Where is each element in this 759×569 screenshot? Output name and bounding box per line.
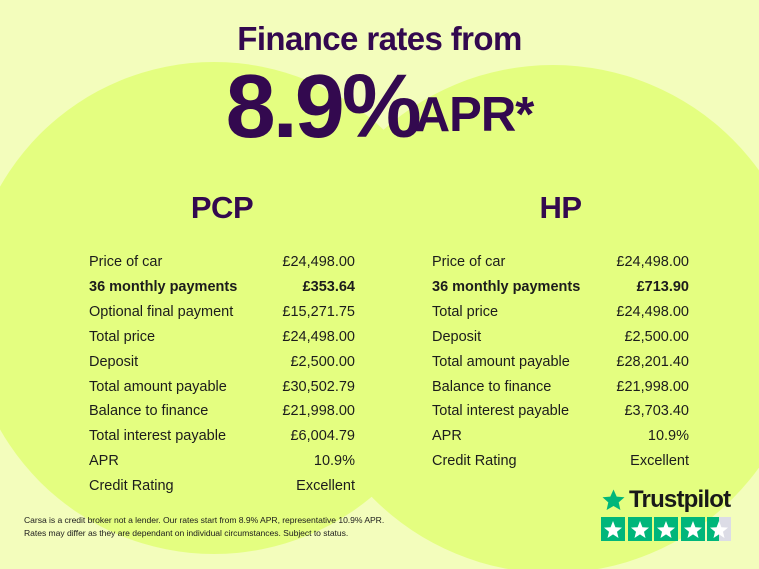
star-icon (683, 521, 702, 538)
row-value: Excellent (630, 453, 689, 470)
table-row: Optional final payment £15,271.75 (89, 300, 355, 325)
plan-card-hp: HP Price of car £24,498.00 36 monthly paym… (432, 192, 689, 474)
row-label: Deposit (432, 328, 482, 345)
row-label: APR (89, 453, 119, 470)
rating-star-half (707, 517, 731, 541)
row-value: £3,703.40 (624, 403, 689, 420)
row-value: £6,004.79 (290, 428, 355, 445)
table-row: 36 monthly payments £353.64 (89, 275, 355, 300)
table-row: Price of car £24,498.00 (432, 250, 689, 275)
table-row: Deposit £2,500.00 (432, 325, 689, 350)
table-row: Total interest payable £6,004.79 (89, 424, 355, 449)
plan-title-hp: HP (539, 190, 582, 225)
trustpilot-rating: Trustpilot (601, 487, 737, 541)
legal-fineprint: Carsa is a credit broker not a lender. O… (24, 514, 444, 541)
row-label: APR (432, 428, 462, 445)
row-label: Credit Rating (432, 453, 517, 470)
table-row: Total amount payable £30,502.79 (89, 374, 355, 399)
plan-card-pcp: PCP Price of car £24,498.00 36 monthly pay… (89, 192, 355, 499)
row-value: £2,500.00 (290, 353, 355, 370)
row-value: £2,500.00 (624, 328, 689, 345)
table-row: Price of car £24,498.00 (89, 250, 355, 275)
table-row: Total price £24,498.00 (89, 325, 355, 350)
table-row: Credit Rating Excellent (432, 449, 689, 474)
row-label: Price of car (89, 254, 163, 271)
table-row: APR 10.9% (89, 449, 355, 474)
row-value: £24,498.00 (282, 254, 355, 271)
row-label: Deposit (89, 353, 139, 370)
rate-unit: APR* (414, 88, 535, 142)
row-value: 10.9% (647, 428, 689, 445)
row-value: £21,998.00 (616, 378, 689, 395)
plan-rows-pcp: Price of car £24,498.00 36 monthly payment… (89, 250, 355, 499)
background-circle-right (299, 65, 759, 569)
rating-star-full (601, 517, 625, 541)
rating-star-full (680, 517, 705, 541)
row-label: 36 monthly payments (89, 279, 238, 296)
table-row: Total amount payable £28,201.40 (432, 350, 689, 375)
star-icon (657, 521, 675, 538)
trustpilot-star-rating (601, 517, 737, 541)
table-row: 36 monthly payments £713.90 (432, 275, 689, 300)
row-label: Balance to finance (89, 403, 209, 420)
row-label: Optional final payment (89, 303, 234, 320)
table-row: Balance to finance £21,998.00 (432, 374, 689, 399)
row-value: £24,498.00 (616, 303, 689, 320)
row-label: Credit Rating (89, 478, 174, 495)
star-icon (604, 521, 622, 538)
row-label: Total interest payable (432, 403, 570, 420)
row-label: Total price (432, 303, 499, 320)
fineprint-line-1: Carsa is a credit broker not a lender. O… (24, 515, 385, 525)
trustpilot-wordmark: Trustpilot (601, 487, 737, 513)
table-row: Deposit £2,500.00 (89, 350, 355, 375)
page-title: Finance rates from (237, 20, 522, 57)
row-value: £21,998.00 (282, 403, 355, 420)
table-row: APR 10.9% (432, 424, 689, 449)
row-value: £24,498.00 (616, 254, 689, 271)
row-value: £30,502.79 (282, 378, 355, 395)
row-value: £15,271.75 (282, 303, 355, 320)
plan-title-pcp: PCP (190, 190, 254, 225)
table-row: Credit Rating Excellent (89, 474, 355, 499)
rating-star-full (654, 517, 678, 541)
trustpilot-star-icon (602, 489, 625, 510)
table-row: Balance to finance £21,998.00 (89, 399, 355, 424)
plan-rows-hp: Price of car £24,498.00 36 monthly payment… (432, 250, 689, 474)
row-value: £28,201.40 (616, 353, 689, 370)
rate-value: 8.9% (225, 57, 422, 157)
row-value: £24,498.00 (282, 328, 355, 345)
star-icon (710, 521, 728, 538)
row-value: £353.64 (302, 279, 355, 296)
rating-star-full (627, 517, 652, 541)
row-label: Total interest payable (89, 428, 227, 445)
row-label: Total price (89, 328, 156, 345)
row-label: Balance to finance (432, 378, 552, 395)
table-row: Total price £24,498.00 (432, 300, 689, 325)
row-label: Price of car (432, 254, 506, 271)
star-icon (630, 521, 649, 538)
headline-rate: 8.9%APR* (0, 62, 759, 152)
table-row: Total interest payable £3,703.40 (432, 399, 689, 424)
row-value: 10.9% (313, 453, 355, 470)
row-label: Total amount payable (432, 353, 570, 370)
row-label: Total amount payable (89, 378, 227, 395)
row-value: £713.90 (636, 279, 689, 296)
row-value: Excellent (296, 478, 355, 495)
fineprint-line-2: Rates may differ as they are dependant o… (24, 528, 349, 539)
row-label: 36 monthly payments (432, 279, 581, 296)
trustpilot-name: Trustpilot (629, 486, 731, 513)
